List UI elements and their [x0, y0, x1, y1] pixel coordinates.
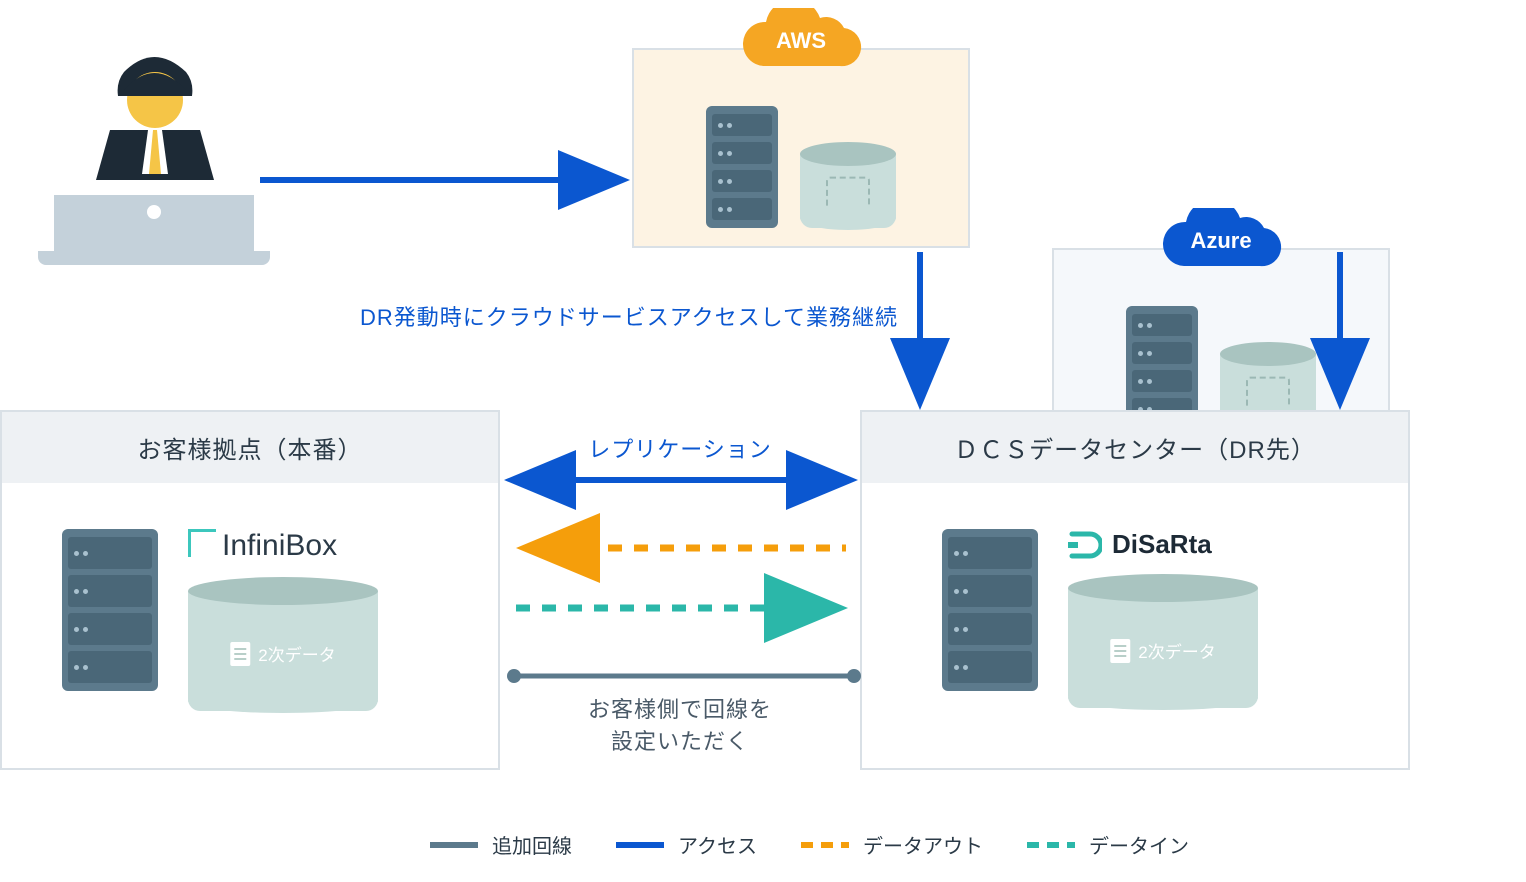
azure-label: Azure [1190, 228, 1251, 254]
document-icon [230, 642, 250, 666]
infinibox-brand: InfiniBox [188, 529, 378, 563]
db-label: 2次データ [258, 641, 335, 666]
db-icon [800, 154, 896, 228]
brand-mark-icon [188, 529, 216, 557]
dcs-title: ＤＣＳデータセンター（DR先） [862, 412, 1408, 483]
server-icon [706, 106, 778, 228]
line-note-2: 設定いただく [500, 724, 860, 756]
disarta-label: DiSaRta [1112, 529, 1212, 560]
replication-label: レプリケーション [500, 432, 860, 464]
dcs-panel: ＤＣＳデータセンター（DR先） DiSaRta [860, 410, 1410, 770]
aws-box: AWS [632, 48, 970, 248]
line-note-1: お客様側で回線を [500, 692, 860, 724]
legend-datain-label: データイン [1089, 830, 1189, 859]
legend-dataout-label: データアウト [863, 830, 983, 859]
dr-caption: DR発動時にクラウドサービスアクセスして業務継続 [360, 300, 898, 332]
user-figure [40, 50, 270, 265]
server-icon [942, 529, 1038, 691]
legend-addline: 追加回線 [430, 830, 572, 859]
legend-datain: データイン [1027, 830, 1189, 859]
legend: 追加回線 アクセス データアウト データイン [430, 830, 1189, 859]
customer-panel: お客様拠点（本番） InfiniBox 2次データ [0, 410, 500, 770]
aws-label: AWS [776, 28, 826, 54]
db-icon: 2次データ [188, 591, 378, 711]
document-icon [1110, 639, 1130, 663]
legend-dataout: データアウト [801, 830, 983, 859]
brand-mark-icon [1068, 530, 1102, 560]
infinibox-label: InfiniBox [222, 529, 337, 562]
legend-addline-label: 追加回線 [492, 830, 572, 859]
server-icon [62, 529, 158, 691]
legend-access: アクセス [616, 830, 757, 859]
customer-title: お客様拠点（本番） [2, 412, 498, 483]
disarta-brand: DiSaRta [1068, 529, 1258, 560]
line-note: お客様側で回線を 設定いただく [500, 692, 860, 756]
legend-access-label: アクセス [678, 830, 757, 859]
db-icon: 2次データ [1068, 588, 1258, 708]
db-label: 2次データ [1138, 638, 1215, 663]
laptop-icon [54, 195, 254, 265]
